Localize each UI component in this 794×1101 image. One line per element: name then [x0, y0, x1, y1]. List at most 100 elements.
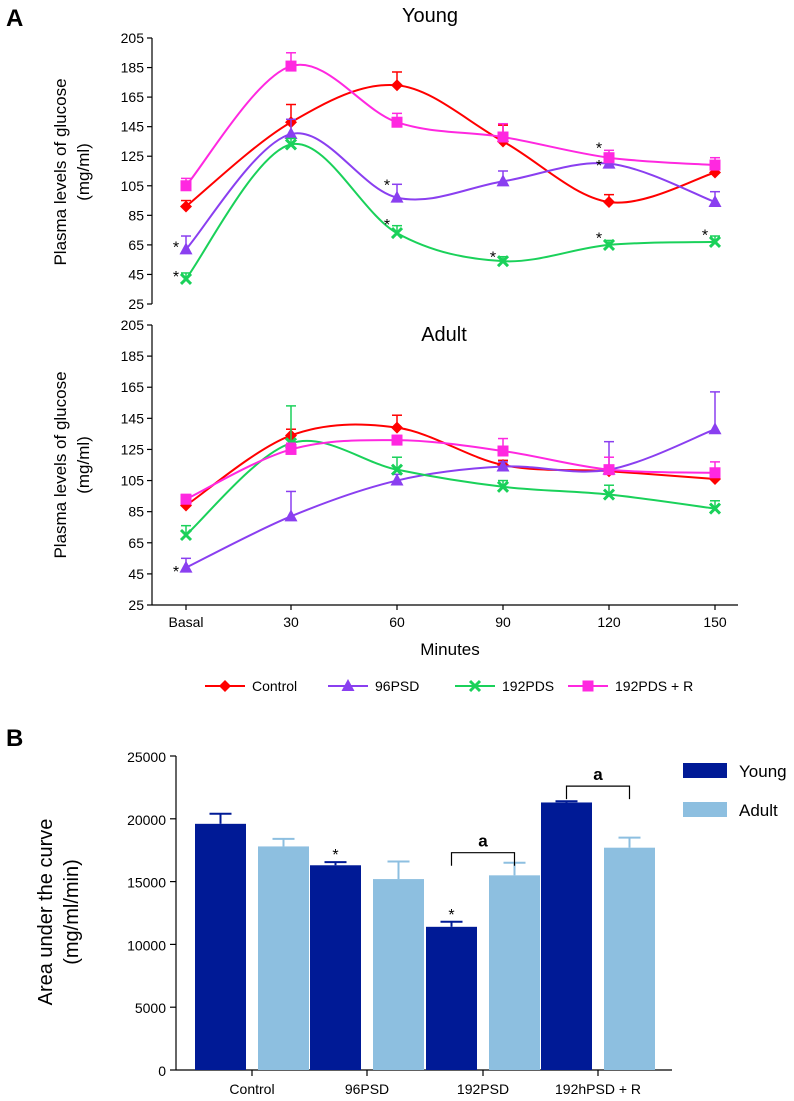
adult-line-96psd — [185, 428, 716, 569]
x-tick-label: 30 — [283, 614, 299, 630]
adult-point-192pds-r — [285, 443, 297, 455]
young-point-control — [391, 79, 403, 92]
legend-marker-192pds-r — [582, 680, 594, 692]
bar-adult-192hpsd-r — [604, 847, 655, 1070]
bar-ytick-label: 10000 — [127, 937, 166, 953]
young-ytick-label: 45 — [128, 266, 144, 282]
young-ytick-label: 105 — [121, 178, 145, 194]
young-significance-star: * — [596, 140, 602, 157]
adult-point-192pds-r — [391, 434, 403, 446]
young-series-96psd — [179, 118, 722, 255]
bar-x-tick-label: Control — [229, 1081, 274, 1097]
legend-label-control: Control — [252, 678, 297, 694]
bar-significance-star: * — [448, 907, 454, 924]
adult-point-192pds-r — [180, 493, 192, 505]
x-axis-label-minutes: Minutes — [420, 640, 480, 659]
legend-label-192pds: 192PDS — [502, 678, 554, 694]
legend-label-adult: Adult — [739, 801, 778, 820]
young-point-96psd — [708, 195, 722, 208]
adult-ytick-label: 85 — [128, 504, 144, 520]
adult-ylabel-2: (mg/ml) — [74, 436, 93, 494]
adult-ytick-label: 105 — [121, 473, 145, 489]
adult-ytick-label: 45 — [128, 566, 144, 582]
young-line-192pds-r — [185, 63, 716, 187]
bar-ytick-label: 0 — [158, 1063, 166, 1079]
young-point-192pds — [602, 238, 616, 251]
young-point-192pds — [179, 272, 193, 285]
x-tick-label: 150 — [703, 614, 727, 630]
legend-marker-96psd — [341, 679, 355, 691]
young-title: Young — [402, 5, 458, 27]
young-point-192pds — [390, 227, 404, 240]
adult-series-96psd — [179, 391, 722, 573]
bar-ytick-label: 20000 — [127, 812, 166, 828]
young-ytick-label: 165 — [121, 89, 145, 105]
legend-label-young: Young — [739, 762, 787, 781]
young-ytick-label: 65 — [128, 237, 144, 253]
young-ytick-label: 145 — [121, 119, 145, 135]
young-point-96psd — [284, 127, 298, 140]
young-point-192pds-r — [603, 152, 615, 164]
young-significance-star: * — [173, 239, 179, 256]
bar-adult-192psd — [489, 875, 540, 1070]
young-ytick-label: 125 — [121, 148, 145, 164]
young-point-192pds — [496, 255, 510, 268]
adult-point-96psd — [284, 509, 298, 522]
adult-axes — [151, 325, 738, 606]
adult-significance-star: * — [173, 564, 179, 581]
adult-ytick-label: 25 — [128, 597, 144, 613]
adult-line-192pds — [185, 439, 716, 536]
panel-letter-b: B — [6, 725, 23, 752]
legend-label-96psd: 96PSD — [375, 678, 419, 694]
young-point-96psd — [390, 190, 404, 203]
young-point-192pds-r — [180, 180, 192, 192]
significance-letter: a — [478, 832, 488, 851]
bar-x-tick-label: 192PSD — [457, 1081, 509, 1097]
young-series-192pds-r — [180, 52, 721, 192]
young-point-192pds — [284, 138, 298, 151]
bar-young-96psd — [310, 865, 361, 1070]
x-tick-label: 120 — [597, 614, 621, 630]
young-point-192pds-r — [709, 159, 721, 171]
young-ylabel-1: Plasma levels of glucose — [51, 78, 70, 265]
young-series-control — [180, 71, 721, 213]
legend-a: Control 96PSD 192PDS 192PDS + R — [205, 678, 693, 694]
young-ylabel-2: (mg/ml) — [74, 143, 93, 201]
young-ytick-label: 185 — [121, 60, 145, 76]
adult-ytick-label: 65 — [128, 535, 144, 551]
legend-marker-192pds — [468, 679, 482, 693]
young-significance-star: * — [384, 177, 390, 194]
young-significance-star: * — [490, 250, 496, 267]
adult-ytick-label: 145 — [121, 410, 145, 426]
x-tick-label: 90 — [495, 614, 511, 630]
young-significance-star: * — [702, 228, 708, 245]
young-point-192pds-r — [285, 60, 297, 72]
young-line-192pds — [185, 143, 716, 280]
adult-ylabel-1: Plasma levels of glucose — [51, 371, 70, 558]
panel-letter-a: A — [6, 5, 23, 32]
adult-line-control — [185, 423, 716, 507]
adult-ytick-label: 185 — [121, 348, 145, 364]
adult-ytick-label: 125 — [121, 441, 145, 457]
adult-ytick-label: 205 — [121, 317, 145, 333]
adult-point-192pds — [602, 488, 616, 501]
legend-swatch-adult — [683, 802, 727, 817]
young-ytick-label: 205 — [121, 30, 145, 46]
adult-point-192pds-r — [603, 464, 615, 476]
adult-point-96psd — [708, 422, 722, 435]
bar-adult-control — [258, 846, 309, 1070]
bar-ytick-label: 15000 — [127, 875, 166, 891]
adult-series-192pds — [179, 405, 722, 542]
adult-series-192pds-r — [180, 434, 721, 505]
bar-ytick-label: 25000 — [127, 749, 166, 765]
adult-point-192pds-r — [497, 445, 509, 457]
adult-title: Adult — [421, 324, 467, 346]
young-significance-star: * — [384, 217, 390, 234]
significance-letter: a — [593, 765, 603, 784]
bar-young-control — [195, 823, 246, 1070]
x-tick-label: Basal — [168, 614, 203, 630]
adult-ytick-label: 165 — [121, 379, 145, 395]
adult-series-control — [180, 414, 721, 512]
young-significance-star: * — [596, 158, 602, 175]
bar-significance-star: * — [332, 847, 338, 864]
